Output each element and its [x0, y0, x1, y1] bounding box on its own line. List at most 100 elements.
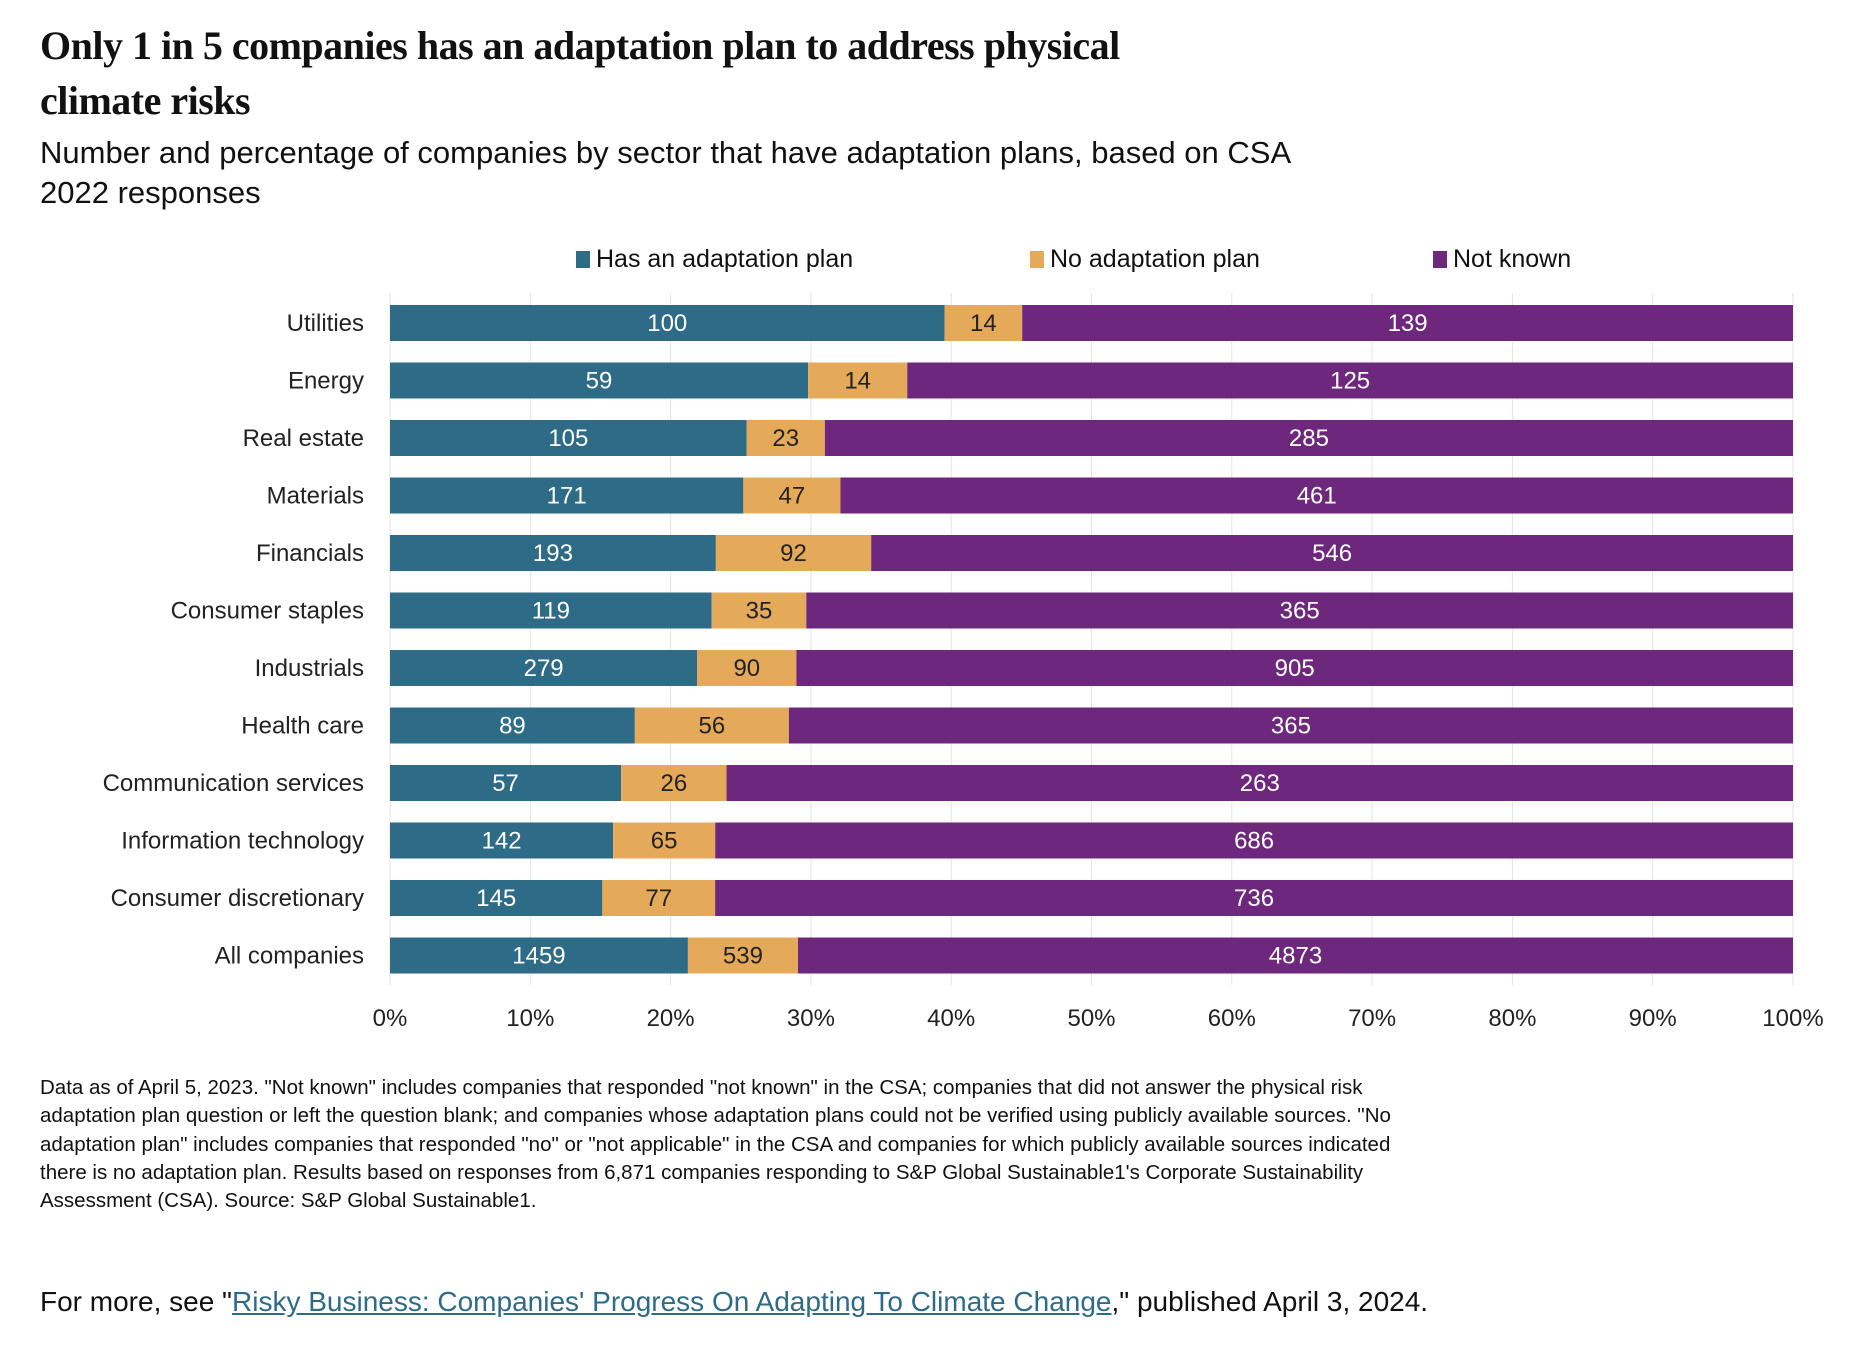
bar-value-label: 1459 — [512, 943, 565, 970]
x-tick-label: 100% — [1762, 1005, 1823, 1032]
bar-value-label: 546 — [1312, 540, 1352, 567]
bar-segment — [711, 592, 807, 629]
bar-value-label: 47 — [779, 483, 806, 510]
bar-segment — [390, 880, 603, 916]
bar-segment — [697, 650, 797, 686]
bar-segment — [390, 707, 635, 744]
bar-segment — [715, 822, 1793, 859]
bar-segment — [390, 592, 712, 629]
x-tick-label: 30% — [787, 1005, 835, 1032]
category-label: Consumer discretionary — [111, 885, 364, 912]
bar-segment — [808, 362, 908, 399]
bar-segment — [715, 535, 872, 571]
category-label: Information technology — [121, 828, 364, 855]
bar-segment — [390, 362, 809, 399]
category-label: Financials — [256, 540, 364, 567]
legend-item-no-plan: No adaptation plan — [1030, 245, 1260, 274]
bar-segment — [390, 477, 744, 514]
bar-value-label: 119 — [532, 598, 570, 625]
bar-segment — [824, 420, 1793, 456]
more-prefix: For more, see " — [40, 1286, 232, 1317]
bar-value-label: 100 — [647, 310, 687, 337]
legend-label: No adaptation plan — [1050, 245, 1260, 273]
bar-value-label: 461 — [1297, 483, 1337, 510]
bar-value-label: 279 — [524, 655, 564, 682]
legend-swatch — [1433, 251, 1447, 268]
legend-swatch — [1030, 251, 1044, 268]
bar-value-label: 59 — [586, 368, 613, 395]
bar-segment — [390, 535, 716, 571]
category-label: All companies — [215, 943, 364, 970]
bar-segment — [390, 765, 622, 801]
bar-segment — [907, 362, 1793, 399]
bar-segment — [726, 765, 1793, 801]
bar-value-label: 65 — [651, 828, 678, 855]
bar-value-label: 26 — [660, 770, 687, 797]
bar-value-label: 905 — [1275, 655, 1315, 682]
bar-segment — [743, 477, 841, 514]
legend-item-not-known: Not known — [1433, 245, 1571, 274]
category-label: Consumer staples — [171, 598, 364, 625]
bar-segment — [1022, 305, 1793, 341]
x-tick-label: 60% — [1208, 1005, 1256, 1032]
x-tick-label: 80% — [1488, 1005, 1536, 1032]
bar-segment — [797, 937, 1793, 974]
x-tick-label: 40% — [927, 1005, 975, 1032]
x-tick-label: 50% — [1067, 1005, 1115, 1032]
legend-label: Has an adaptation plan — [596, 245, 854, 273]
bar-value-label: 365 — [1280, 598, 1320, 625]
bar-value-label: 56 — [699, 713, 726, 740]
bar-value-label: 4873 — [1269, 943, 1322, 970]
bar-segment — [390, 937, 688, 974]
bar-segment — [621, 765, 727, 801]
more-info: For more, see "Risky Business: Companies… — [40, 1283, 1440, 1320]
x-tick-label: 10% — [506, 1005, 554, 1032]
category-label: Materials — [267, 483, 364, 510]
bar-value-label: 285 — [1289, 425, 1329, 452]
bar-segment — [390, 420, 747, 456]
bar-segment — [390, 822, 614, 859]
footnote: Data as of April 5, 2023. "Not known" in… — [40, 1076, 1391, 1213]
more-suffix: ," published April 3, 2024. — [1111, 1286, 1429, 1317]
bar-segment — [634, 707, 789, 744]
bar-segment — [746, 420, 825, 456]
bar-value-label: 365 — [1271, 713, 1311, 740]
bar-segment — [687, 937, 798, 974]
bar-segment — [806, 592, 1793, 629]
legend-item-has-plan: Has an adaptation plan — [576, 245, 853, 274]
bar-value-label: 89 — [499, 713, 526, 740]
x-tick-label: 70% — [1348, 1005, 1396, 1032]
legend-label: Not known — [1453, 245, 1572, 273]
bar-segment — [390, 650, 698, 686]
stacked-bar-chart: 0% 10% 20% 30% 40% 50% 60% 70% 80% 90% 100% Utiliti… — [103, 293, 1824, 1032]
x-tick-label: 90% — [1629, 1005, 1677, 1032]
bar-value-label: 35 — [746, 598, 773, 625]
chart-subtitle: Number and percentage of companies by se… — [40, 135, 1290, 210]
legend: Has an adaptation plan No adaptation pla… — [0, 245, 1870, 281]
bar-segment — [788, 707, 1793, 744]
bar-value-label: 263 — [1240, 770, 1280, 797]
bar-value-label: 90 — [733, 655, 760, 682]
legend-swatch — [576, 251, 590, 268]
bar-value-label: 105 — [548, 425, 588, 452]
bar-value-label: 539 — [723, 943, 763, 970]
bar-segment — [715, 880, 1793, 916]
bar-value-label: 14 — [844, 368, 871, 395]
x-tick-label: 0% — [373, 1005, 408, 1032]
bar-value-label: 145 — [476, 885, 516, 912]
bar-segment — [871, 535, 1793, 571]
bar-segment — [840, 477, 1793, 514]
article-link[interactable]: Risky Business: Companies' Progress On A… — [232, 1286, 1112, 1317]
bar-segment — [796, 650, 1793, 686]
bar-value-label: 736 — [1234, 885, 1274, 912]
bar-value-label: 23 — [772, 425, 799, 452]
bar-value-label: 142 — [482, 828, 522, 855]
category-label: Communication services — [103, 770, 364, 797]
bar-value-label: 77 — [645, 885, 672, 912]
bar-segment — [602, 880, 716, 916]
bar-value-label: 125 — [1330, 368, 1370, 395]
category-label: Health care — [241, 713, 364, 740]
bar-value-label: 171 — [547, 483, 587, 510]
category-label: Industrials — [255, 655, 364, 682]
chart-title: Only 1 in 5 companies has an adaptation … — [40, 23, 1120, 123]
